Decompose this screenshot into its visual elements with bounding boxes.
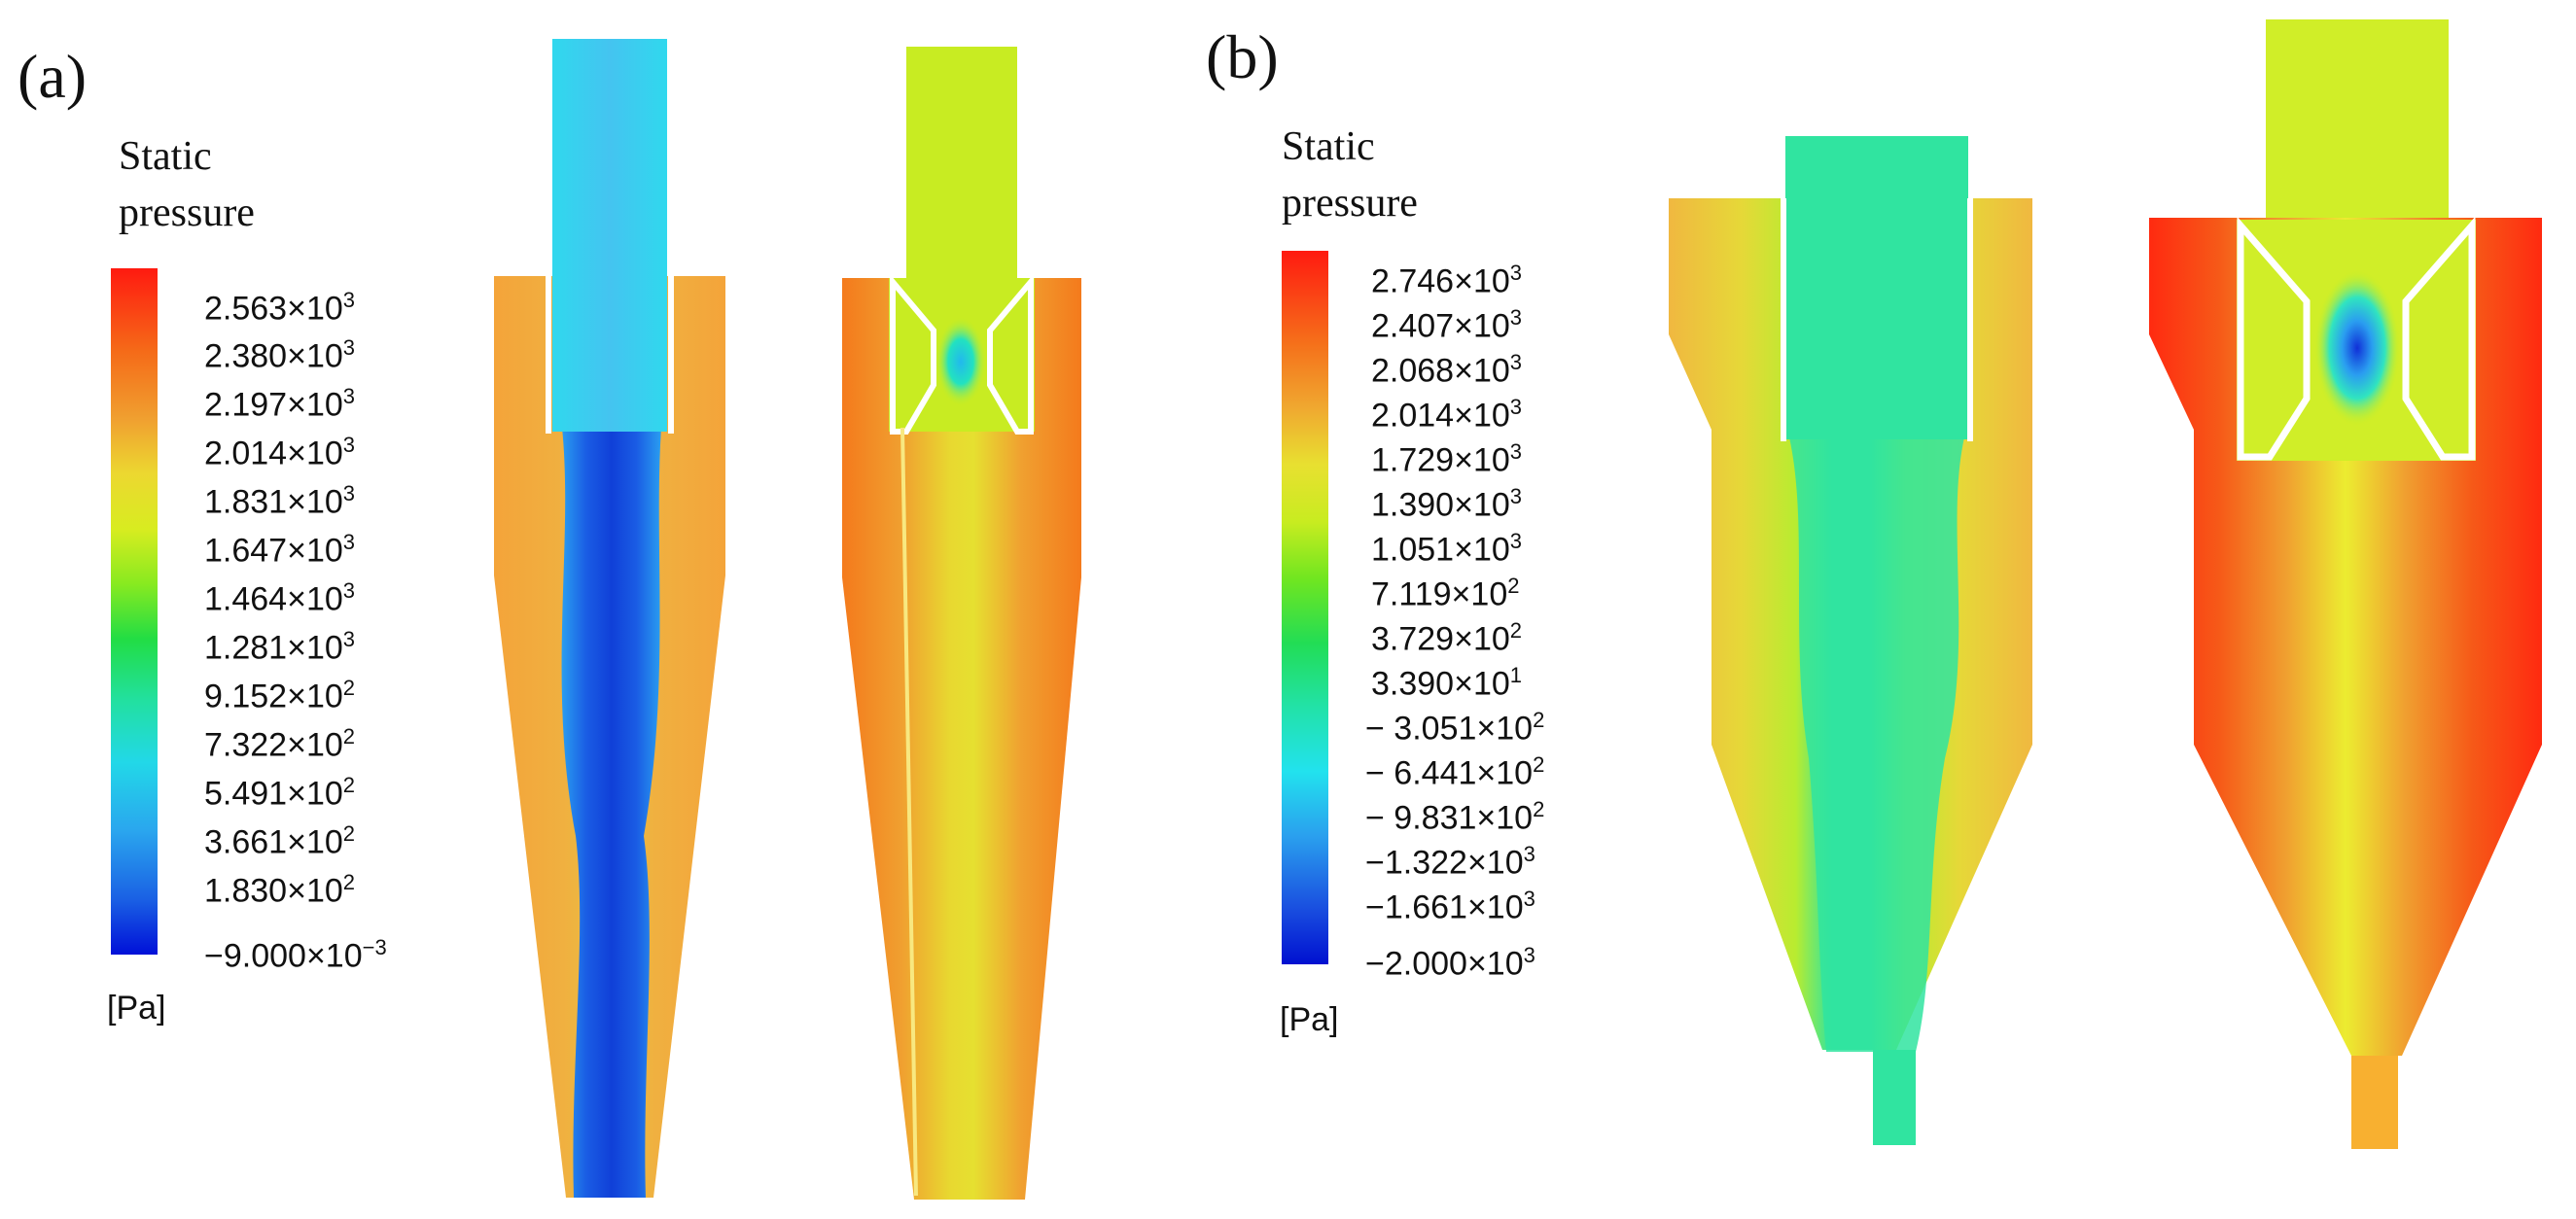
legend-a-tick: 2.380×103 xyxy=(204,335,356,375)
cyclone-b2-insert-left xyxy=(2237,216,2311,461)
legend-a-tick: 1.464×103 xyxy=(204,578,356,618)
cyclone-b1-vortex-finder xyxy=(1785,136,1968,439)
legend-b-tick: −1.322×103 xyxy=(1365,842,1535,882)
legend-b-tick: 2.407×103 xyxy=(1371,305,1523,345)
legend-a-tick: 1.831×103 xyxy=(204,481,356,521)
legend-b-tick: 2.746×103 xyxy=(1371,261,1523,300)
legend-a-tick: 1.281×103 xyxy=(204,627,356,667)
legend-b-tick: − 3.051×102 xyxy=(1365,708,1545,748)
legend-b-tick: 3.390×101 xyxy=(1371,663,1523,703)
legend-a-unit: [Pa] xyxy=(107,990,166,1027)
cyclone-a1-vortex-finder xyxy=(552,39,667,432)
legend-a-tick: 2.014×103 xyxy=(204,433,356,472)
legend-b-tick: 1.729×103 xyxy=(1371,439,1523,479)
cyclone-a2-insert-left xyxy=(890,273,936,435)
legend-a-title: Static pressure xyxy=(119,128,255,241)
legend-b-tick: 1.390×103 xyxy=(1371,484,1523,524)
legend-b-title: Static pressure xyxy=(1282,119,1418,231)
legend-a-tick: 9.152×102 xyxy=(204,676,356,715)
cyclone-b2 xyxy=(2149,19,2542,1149)
legend-b-tick: −2.000×103 xyxy=(1365,943,1535,983)
legend-b-tick: 1.051×103 xyxy=(1371,529,1523,569)
legend-b-tick: 7.119×102 xyxy=(1371,574,1520,613)
legend-b-unit: [Pa] xyxy=(1280,1001,1339,1038)
cyclone-b2-underflow xyxy=(2351,1056,2398,1149)
cyclone-a1 xyxy=(494,39,725,1198)
legend-b-tick: 2.014×103 xyxy=(1371,395,1523,435)
panel-label-a: (a) xyxy=(18,42,88,111)
cyclone-b2-outlet-pipe xyxy=(2266,19,2449,220)
legend-b-title-line1: Static xyxy=(1282,124,1375,169)
cyclone-a2-low-pressure-eye xyxy=(935,317,986,406)
legend-a-tick: −9.000×10−3 xyxy=(204,935,387,975)
legend-b-tick: 2.068×103 xyxy=(1371,350,1523,390)
legend-a-tick: 7.322×102 xyxy=(204,724,356,764)
cyclone-a2-insert-right xyxy=(987,273,1034,435)
legend-b-tick: − 9.831×102 xyxy=(1365,797,1545,837)
legend-b-tick: −1.661×103 xyxy=(1365,887,1535,926)
legend-a-tick: 5.491×102 xyxy=(204,773,356,813)
cyclone-b1-underflow xyxy=(1873,1050,1916,1145)
legend-b-tick: − 6.441×102 xyxy=(1365,752,1545,792)
panel-label-b: (b) xyxy=(1206,22,1279,91)
legend-a-tick: 1.647×103 xyxy=(204,530,356,570)
colorbar-b xyxy=(1282,251,1328,964)
colorbar-a xyxy=(111,268,158,955)
legend-b-title-line2: pressure xyxy=(1282,181,1418,226)
cyclone-a2-outlet-pipe xyxy=(906,47,1017,280)
cyclone-b2-insert-right xyxy=(2402,216,2476,461)
legend-a-tick: 1.830×102 xyxy=(204,870,356,910)
legend-a-title-line2: pressure xyxy=(119,191,255,235)
cyclone-b2-low-pressure-eye xyxy=(2314,270,2400,426)
legend-a-tick: 2.197×103 xyxy=(204,384,356,424)
legend-a-tick: 2.563×103 xyxy=(204,288,356,328)
cyclone-b1 xyxy=(1669,136,2032,1145)
legend-b-tick: 3.729×102 xyxy=(1371,618,1523,658)
legend-a-title-line1: Static xyxy=(119,134,212,179)
legend-a-tick: 3.661×102 xyxy=(204,821,356,861)
cyclone-a2 xyxy=(842,47,1081,1200)
cyclone-a1-vortex-core xyxy=(561,428,661,1198)
